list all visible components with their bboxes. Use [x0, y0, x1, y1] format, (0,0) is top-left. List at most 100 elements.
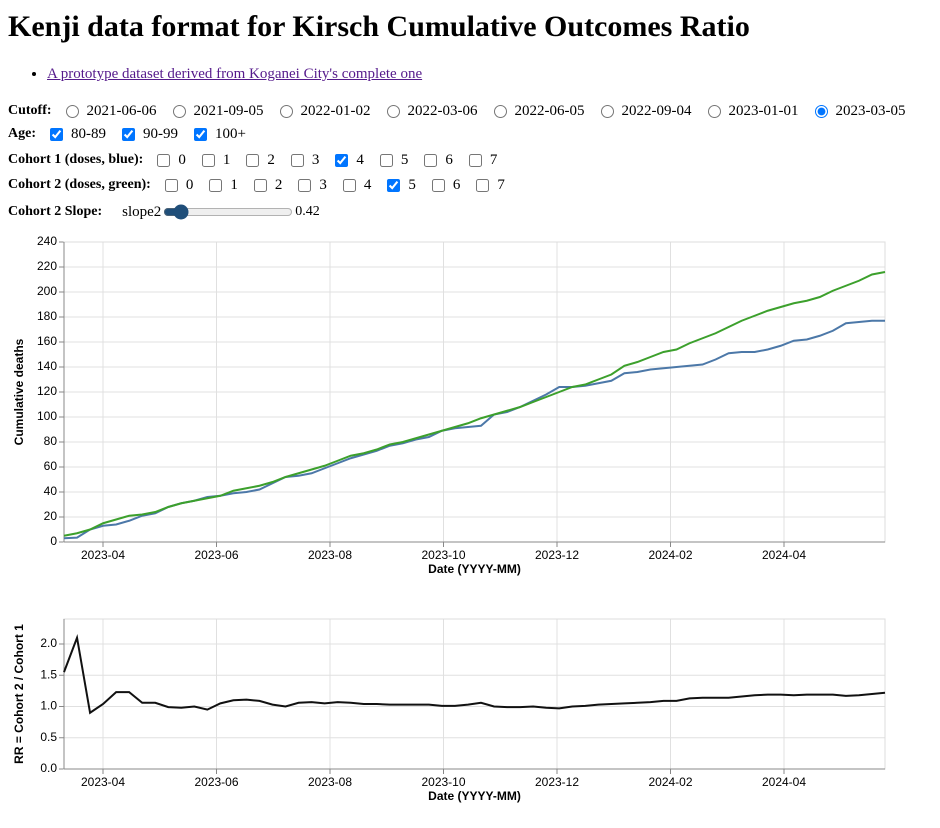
- option-label: 0: [178, 151, 186, 168]
- option[interactable]: 100+: [190, 126, 246, 143]
- radio[interactable]: [386, 104, 400, 118]
- option[interactable]: 3: [287, 151, 320, 169]
- checkbox[interactable]: [387, 178, 401, 192]
- line: [63, 633, 886, 715]
- option[interactable]: 0: [153, 152, 186, 169]
- option[interactable]: 2022-03-06: [383, 103, 478, 120]
- checkbox[interactable]: [50, 127, 63, 141]
- x-tick-label: 2023-08: [308, 775, 352, 789]
- option-label: 2023-01-01: [728, 102, 799, 119]
- checkbox[interactable]: [342, 178, 356, 192]
- x-tick-label: 2024-02: [648, 775, 692, 789]
- checkbox[interactable]: [298, 178, 312, 192]
- option[interactable]: 0: [161, 176, 194, 194]
- option[interactable]: 2023-01-01: [704, 103, 799, 120]
- checkbox[interactable]: [290, 153, 304, 167]
- checkbox[interactable]: [122, 127, 135, 141]
- option[interactable]: 6: [420, 152, 453, 169]
- checkbox[interactable]: [194, 127, 207, 141]
- checkbox[interactable]: [468, 153, 482, 167]
- option-label: 0: [185, 176, 194, 193]
- option[interactable]: 2021-06-06: [62, 103, 157, 120]
- x-tick-label: 2023-06: [194, 775, 238, 789]
- x-tick-label: 2023-10: [421, 775, 465, 789]
- option-label: 2021-09-05: [193, 102, 264, 119]
- option-label: 5: [408, 176, 416, 193]
- x-tick-label: 2023-04: [81, 775, 125, 789]
- option-label: 5: [400, 151, 409, 168]
- checkbox[interactable]: [476, 178, 490, 192]
- x-tick-label: 2024-04: [762, 548, 806, 562]
- charts: 2023-04 2023-06 2023-08 2023-10 2023-12 2024-…: [12, 234, 886, 803]
- option[interactable]: 4: [339, 176, 372, 194]
- link-item: A prototype dataset derived from Koganei…: [47, 66, 422, 83]
- checkbox[interactable]: [164, 178, 178, 192]
- option-label: 2021-06-06: [86, 102, 157, 119]
- option-label: 3: [311, 151, 320, 168]
- option[interactable]: 1: [198, 152, 230, 169]
- radio[interactable]: [65, 104, 79, 118]
- option-label: 7: [497, 176, 505, 193]
- option[interactable]: 2022-01-02: [276, 103, 371, 120]
- x-tick-label: 2023-12: [535, 775, 579, 789]
- option-label: 6: [452, 176, 461, 193]
- line: [63, 319, 885, 540]
- control-label: Age:: [8, 126, 36, 141]
- option-label: 4: [356, 151, 364, 168]
- x-tick-label: 2024-02: [648, 548, 692, 562]
- option-label: 100+: [215, 125, 246, 142]
- y-tick-label: 2.0: [40, 636, 57, 650]
- y-axis-label: Cumulative deaths: [12, 338, 26, 445]
- option[interactable]: 2: [250, 177, 282, 194]
- radio[interactable]: [279, 104, 293, 118]
- y-tick-label: 0: [50, 534, 57, 548]
- radio[interactable]: [814, 104, 828, 118]
- radio[interactable]: [493, 104, 507, 118]
- y-tick-label: 120: [37, 384, 57, 398]
- checkbox[interactable]: [201, 153, 215, 167]
- checkbox[interactable]: [424, 153, 438, 167]
- option[interactable]: 2022-06-05: [490, 103, 585, 120]
- x-tick-label: 2024-04: [762, 775, 806, 789]
- option[interactable]: 80-89: [46, 126, 106, 143]
- x-tick-label: 2023-08: [308, 548, 352, 562]
- link-list: A prototype dataset derived from Koganei…: [0, 66, 422, 83]
- radio[interactable]: [600, 104, 614, 118]
- slope-row: Cohort 2 Slope: slope2 0.42: [8, 202, 320, 222]
- radio[interactable]: [707, 104, 721, 118]
- option-label: 80-89: [71, 125, 106, 142]
- option[interactable]: 7: [465, 151, 498, 169]
- x-tick-label: 2023-06: [194, 548, 238, 562]
- checkbox[interactable]: [253, 178, 267, 192]
- checkbox[interactable]: [209, 178, 223, 192]
- option[interactable]: 4: [331, 152, 364, 169]
- option[interactable]: 2: [242, 152, 275, 169]
- option[interactable]: 6: [428, 176, 461, 194]
- option[interactable]: 1: [205, 177, 238, 194]
- option[interactable]: 5: [383, 177, 416, 194]
- option[interactable]: 5: [376, 151, 409, 169]
- option[interactable]: 2022-09-04: [597, 103, 692, 120]
- option-label: 4: [363, 176, 372, 193]
- option[interactable]: 2023-03-05: [811, 103, 906, 120]
- y-tick-label: 80: [44, 434, 58, 448]
- x-axis-label: Date (YYYY-MM): [428, 562, 521, 576]
- option[interactable]: 90-99: [118, 126, 178, 143]
- option[interactable]: 7: [472, 177, 505, 194]
- option[interactable]: 3: [294, 177, 327, 194]
- checkbox[interactable]: [335, 153, 349, 167]
- option-label: 7: [489, 151, 498, 168]
- checkbox[interactable]: [246, 153, 260, 167]
- checkbox[interactable]: [379, 153, 393, 167]
- slider[interactable]: [163, 204, 294, 220]
- checkbox[interactable]: [157, 153, 171, 167]
- radio[interactable]: [172, 104, 186, 118]
- dataset-link[interactable]: A prototype dataset derived from Koganei…: [47, 66, 423, 82]
- checkbox[interactable]: [431, 178, 445, 192]
- option-label: 2022-09-04: [621, 102, 692, 119]
- cutoff-row: Cutoff: 2021-06-06 2021-09-05 2022-01-02 202…: [8, 101, 918, 121]
- option[interactable]: 2021-09-05: [169, 103, 264, 120]
- x-axis-label: Date (YYYY-MM): [428, 789, 521, 803]
- option-label: 1: [230, 176, 238, 193]
- age-row: Age: 80-89 90-99 100+: [8, 124, 258, 144]
